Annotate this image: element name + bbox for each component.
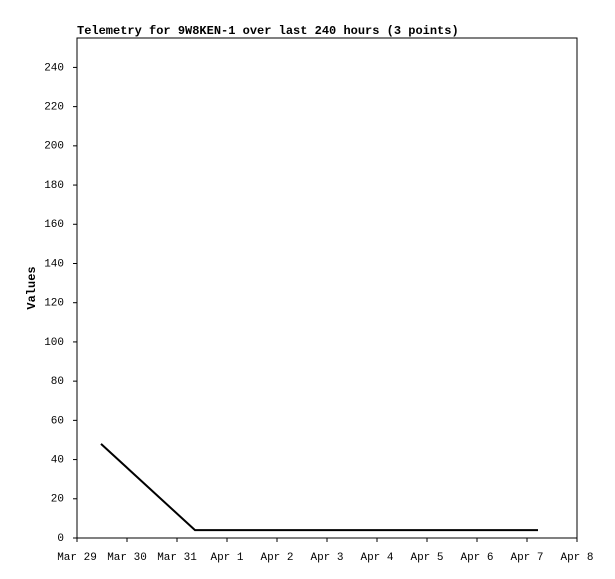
y-tick-label: 140 <box>44 258 64 270</box>
x-tick-label: Apr 4 <box>360 552 393 564</box>
y-tick-label: 80 <box>51 376 64 388</box>
y-axis-label: Values <box>25 266 39 309</box>
plot-frame <box>76 37 578 539</box>
x-tick-label: Apr 3 <box>310 552 343 564</box>
y-tick-label: 220 <box>44 102 64 114</box>
y-tick-label: 200 <box>44 141 64 153</box>
x-tick-label: Apr 2 <box>260 552 293 564</box>
y-tick-label: 20 <box>51 494 64 506</box>
y-tick-label: 160 <box>44 219 64 231</box>
chart-title: Telemetry for 9W8KEN-1 over last 240 hou… <box>77 24 459 38</box>
y-tick-label: 120 <box>44 298 64 310</box>
data-line <box>100 443 538 532</box>
y-tick-label: 0 <box>57 533 64 545</box>
y-tick-label: 100 <box>44 337 64 349</box>
x-tick-label: Apr 8 <box>560 552 593 564</box>
x-tick-label: Apr 1 <box>210 552 243 564</box>
x-tick-label: Apr 6 <box>460 552 493 564</box>
x-tick-label: Mar 31 <box>157 552 197 564</box>
x-tick-label: Apr 5 <box>410 552 443 564</box>
x-tick-label: Mar 29 <box>57 552 97 564</box>
x-tick-label: Mar 30 <box>107 552 147 564</box>
y-tick-label: 60 <box>51 415 64 427</box>
y-tick-label: 180 <box>44 180 64 192</box>
y-tick-label: 240 <box>44 62 64 74</box>
x-tick-label: Apr 7 <box>510 552 543 564</box>
y-tick-label: 40 <box>51 454 64 466</box>
